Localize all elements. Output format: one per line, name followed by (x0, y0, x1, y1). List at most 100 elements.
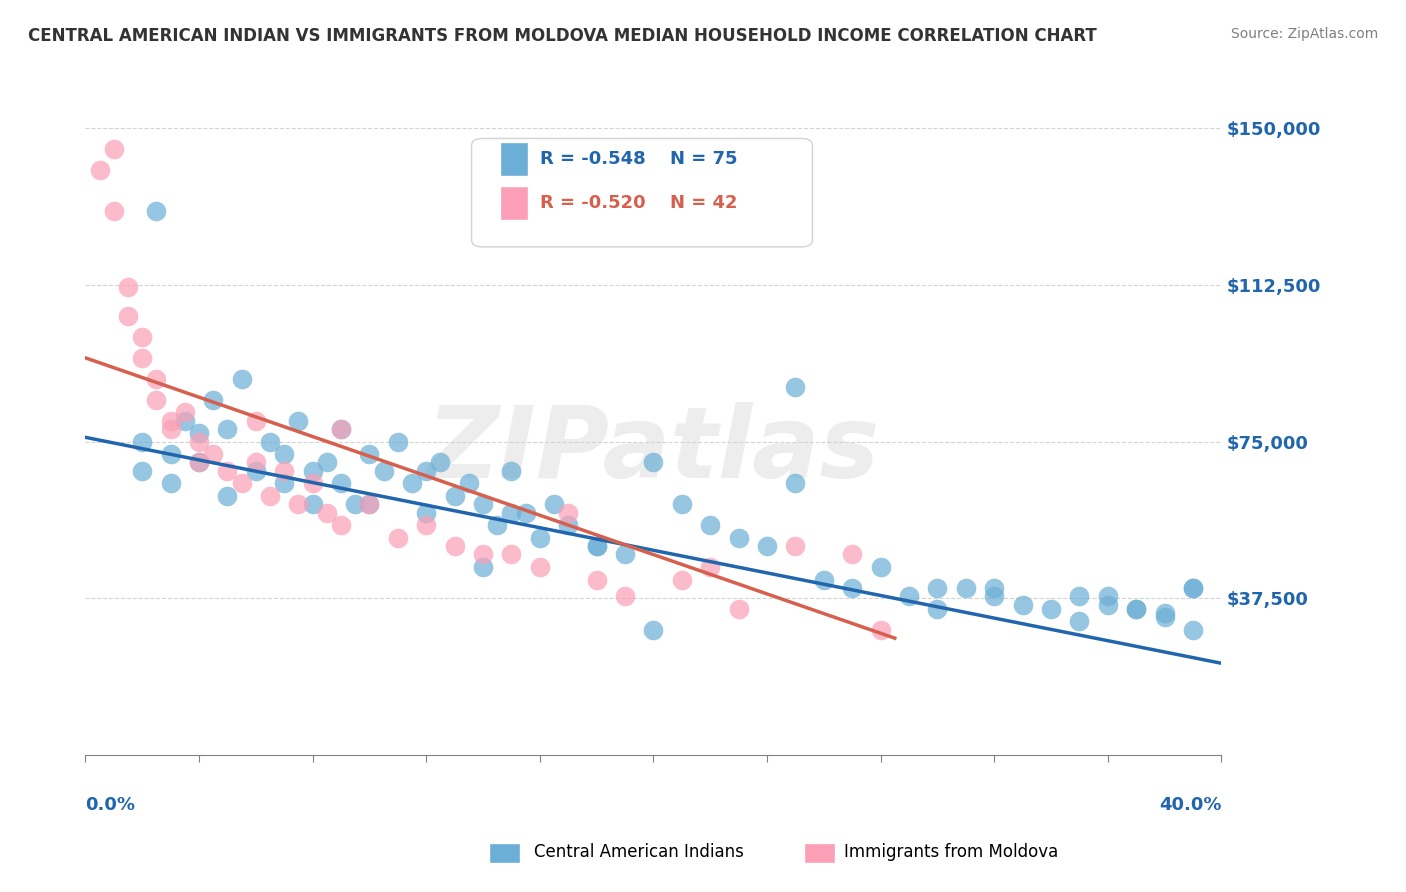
Point (187, 455, 209, 469)
Point (145, 372, 167, 386)
Point (344, 497, 367, 511)
Text: CENTRAL AMERICAN INDIAN VS IMMIGRANTS FROM MOLDOVA MEDIAN HOUSEHOLD INCOME CORRE: CENTRAL AMERICAN INDIAN VS IMMIGRANTS FR… (28, 27, 1097, 45)
Point (273, 464, 295, 478)
Point (955, 581, 977, 595)
Point (756, 539, 779, 553)
Point (471, 497, 494, 511)
Point (217, 422, 239, 436)
Point (1125, 602, 1147, 616)
Point (187, 455, 209, 469)
Point (103, 142, 125, 156)
Point (614, 548, 637, 562)
Point (643, 455, 665, 469)
Point (585, 573, 607, 587)
Point (245, 464, 267, 478)
Bar (501, 186, 529, 219)
Point (699, 518, 721, 533)
Point (1153, 606, 1175, 620)
Point (983, 590, 1005, 604)
Point (927, 581, 949, 595)
Point (131, 330, 153, 344)
FancyBboxPatch shape (471, 138, 813, 247)
Point (231, 476, 253, 491)
Point (159, 414, 181, 428)
Point (273, 447, 295, 461)
Text: Immigrants from Moldova: Immigrants from Moldova (844, 843, 1057, 861)
Point (187, 426, 209, 441)
Point (813, 573, 835, 587)
Point (471, 548, 494, 562)
Point (727, 602, 749, 616)
Point (159, 447, 181, 461)
Point (315, 506, 337, 520)
Point (315, 455, 337, 469)
Point (785, 539, 807, 553)
Point (557, 518, 579, 533)
Point (585, 539, 607, 553)
Bar (501, 142, 529, 176)
Text: N = 42: N = 42 (671, 194, 738, 212)
Point (443, 489, 465, 503)
Point (543, 497, 565, 511)
Point (173, 405, 195, 419)
Point (785, 380, 807, 394)
Point (471, 560, 494, 574)
Point (429, 455, 451, 469)
Point (159, 422, 181, 436)
Text: R = -0.548: R = -0.548 (540, 151, 645, 169)
Point (415, 464, 437, 478)
Point (287, 497, 309, 511)
Text: R = -0.520: R = -0.520 (540, 194, 645, 212)
Point (415, 518, 437, 533)
Point (557, 506, 579, 520)
Point (1069, 590, 1091, 604)
Point (259, 489, 281, 503)
Point (1011, 598, 1033, 612)
Point (983, 581, 1005, 595)
Point (585, 539, 607, 553)
Point (415, 506, 437, 520)
Point (1153, 610, 1175, 624)
Point (373, 464, 395, 478)
Point (217, 489, 239, 503)
Point (131, 434, 153, 449)
Point (329, 422, 352, 436)
Point (927, 602, 949, 616)
Point (529, 531, 551, 545)
Point (187, 434, 209, 449)
Point (231, 372, 253, 386)
Point (1097, 590, 1119, 604)
Point (515, 506, 537, 520)
Point (898, 590, 921, 604)
Point (727, 531, 749, 545)
Point (273, 476, 295, 491)
Point (1069, 615, 1091, 629)
Point (359, 447, 381, 461)
Point (869, 623, 891, 637)
Text: 0.0%: 0.0% (86, 796, 135, 814)
Point (89, 162, 111, 177)
Point (359, 497, 381, 511)
Point (785, 476, 807, 491)
Point (245, 414, 267, 428)
Point (699, 560, 721, 574)
Point (614, 590, 637, 604)
Point (117, 279, 139, 293)
Point (671, 573, 693, 587)
Text: N = 75: N = 75 (671, 151, 738, 169)
Point (841, 581, 863, 595)
Point (501, 464, 523, 478)
Point (301, 497, 323, 511)
Text: Central American Indians: Central American Indians (534, 843, 744, 861)
Point (131, 351, 153, 365)
Text: ZIPatlas: ZIPatlas (427, 401, 880, 499)
Point (671, 497, 693, 511)
Point (202, 447, 225, 461)
Point (1182, 581, 1205, 595)
Point (387, 531, 409, 545)
Point (387, 434, 409, 449)
Point (1182, 623, 1205, 637)
Point (329, 518, 352, 533)
Point (359, 497, 381, 511)
Point (529, 560, 551, 574)
